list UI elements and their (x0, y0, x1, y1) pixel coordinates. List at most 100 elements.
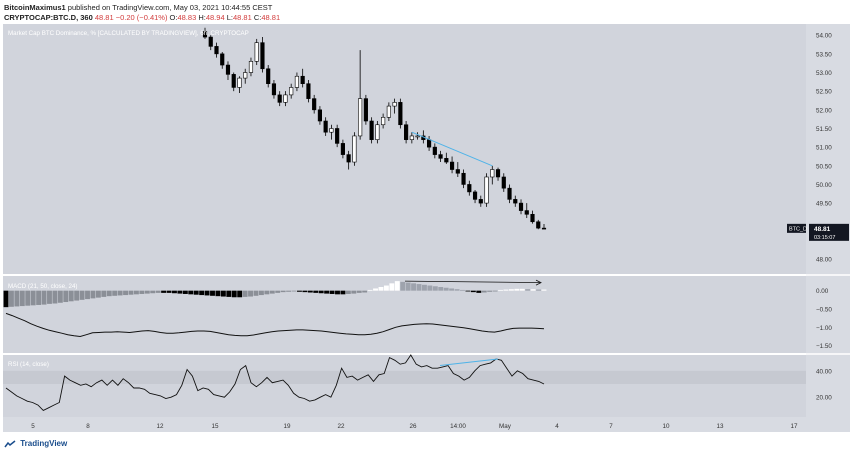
macd-histogram-bar (90, 290, 96, 299)
macd-histogram-bar (356, 290, 362, 293)
macd-histogram-bar (427, 285, 433, 291)
macd-histogram-bar (443, 287, 449, 291)
macd-histogram-bar (318, 290, 324, 294)
low-value: 48.81 (232, 13, 252, 22)
macd-histogram-bar (286, 290, 292, 292)
macd-histogram-bar (57, 290, 63, 303)
rsi-pane-bg (3, 355, 806, 417)
macd-histogram-bar (307, 290, 313, 293)
macd-histogram-bar (112, 290, 118, 296)
time-tick-label: 14:00 (450, 423, 466, 430)
candle-up (329, 128, 334, 133)
macd-histogram-bar (161, 290, 167, 293)
candle-down (444, 158, 449, 163)
macd-histogram-bar (519, 288, 525, 291)
macd-histogram-bar (465, 290, 471, 292)
macd-histogram-bar (362, 290, 368, 293)
candle-down (472, 191, 478, 200)
macd-histogram-bar (503, 289, 509, 291)
macd-histogram-bar (210, 290, 215, 296)
macd-histogram-bar (460, 289, 465, 291)
candle-down (369, 120, 374, 140)
macd-histogram-bar (492, 290, 498, 292)
macd-histogram-bar (470, 290, 476, 293)
candle-up (358, 98, 363, 137)
macd-histogram-bar (79, 290, 85, 300)
macd-histogram-bar (8, 290, 14, 307)
macd-histogram-bar (172, 290, 177, 294)
macd-line (5, 312, 545, 338)
symbol-info: CRYPTOCAP:BTC.D, 360 48.81 −0.20 (−0.41%… (4, 13, 280, 22)
macd-histogram-bar (199, 290, 205, 296)
candle-down (467, 184, 472, 193)
candle-down (541, 227, 547, 230)
price-tick-label: 48.00 (816, 257, 832, 264)
candle-down (536, 221, 541, 229)
y-axis-bg (806, 24, 850, 417)
author-name[interactable]: BitcoinMaximus1 (4, 3, 66, 12)
high-value: 48.94 (205, 13, 225, 22)
price-tick-label: 50.00 (816, 182, 832, 189)
macd-histogram-bar (155, 290, 161, 293)
candle-down (335, 128, 340, 144)
symbol-name[interactable]: CRYPTOCAP:BTC.D, 360 (4, 13, 93, 22)
price-tick-label: 52.00 (816, 107, 832, 114)
candle-down (225, 64, 231, 75)
candle-down (323, 120, 328, 133)
candle-up (415, 135, 420, 138)
macd-histogram-bar (47, 290, 52, 304)
macd-histogram-bar (269, 290, 275, 294)
macd-histogram-bar (128, 290, 134, 295)
macd-trendline-arrow (535, 279, 542, 286)
last-price-badge: 48.81 (814, 226, 831, 233)
price-tick-label: 51.00 (816, 145, 832, 152)
candle-down (501, 176, 506, 189)
candle-up (386, 105, 391, 118)
macd-histogram-bar (204, 290, 210, 296)
price-trendline (411, 131, 493, 167)
macd-histogram-bar (373, 288, 378, 291)
macd-histogram-bar (291, 290, 297, 292)
candle-down (455, 169, 460, 174)
candle-down (404, 124, 409, 140)
macd-tick-label: −1.00 (816, 325, 832, 332)
macd-histogram-bar (530, 289, 536, 291)
candle-down (438, 154, 443, 159)
time-tick-label: 4 (555, 423, 559, 430)
candle-up (392, 102, 397, 107)
macd-histogram-bar (324, 290, 330, 294)
macd-histogram-bar (220, 290, 226, 297)
candle-down (231, 74, 236, 88)
macd-histogram-bar (41, 290, 47, 305)
macd-histogram-bar (340, 290, 346, 295)
open-value: 48.83 (177, 13, 197, 22)
candle-down (461, 172, 466, 185)
rsi-tick-label: 20.00 (816, 395, 832, 402)
rsi-line (5, 354, 545, 411)
candle-down (300, 75, 305, 85)
macd-histogram-bar (188, 290, 194, 295)
candle-down (220, 53, 225, 66)
time-tick-label: 22 (337, 423, 345, 430)
price-tick-label: 53.00 (816, 70, 832, 77)
close-value: 48.81 (261, 13, 281, 22)
macd-histogram-bar (133, 290, 139, 295)
time-tick-label: 7 (609, 423, 613, 430)
tradingview-footer[interactable]: TradingView (4, 439, 67, 448)
candle-up (381, 116, 386, 126)
macd-tick-label: −0.50 (816, 307, 832, 314)
open-label: O: (169, 13, 178, 22)
macd-histogram-bar (536, 289, 542, 291)
macd-histogram-bar (449, 288, 455, 291)
price-change: −0.20 (−0.41%) (115, 13, 168, 22)
macd-histogram-bar (177, 290, 183, 294)
candle-down (495, 169, 501, 178)
close-label: C: (253, 13, 262, 22)
macd-histogram-bar (454, 289, 460, 291)
candle-down (449, 161, 455, 170)
high-label: H: (198, 13, 206, 22)
candle-up (375, 124, 380, 140)
macd-histogram-bar (400, 281, 406, 291)
